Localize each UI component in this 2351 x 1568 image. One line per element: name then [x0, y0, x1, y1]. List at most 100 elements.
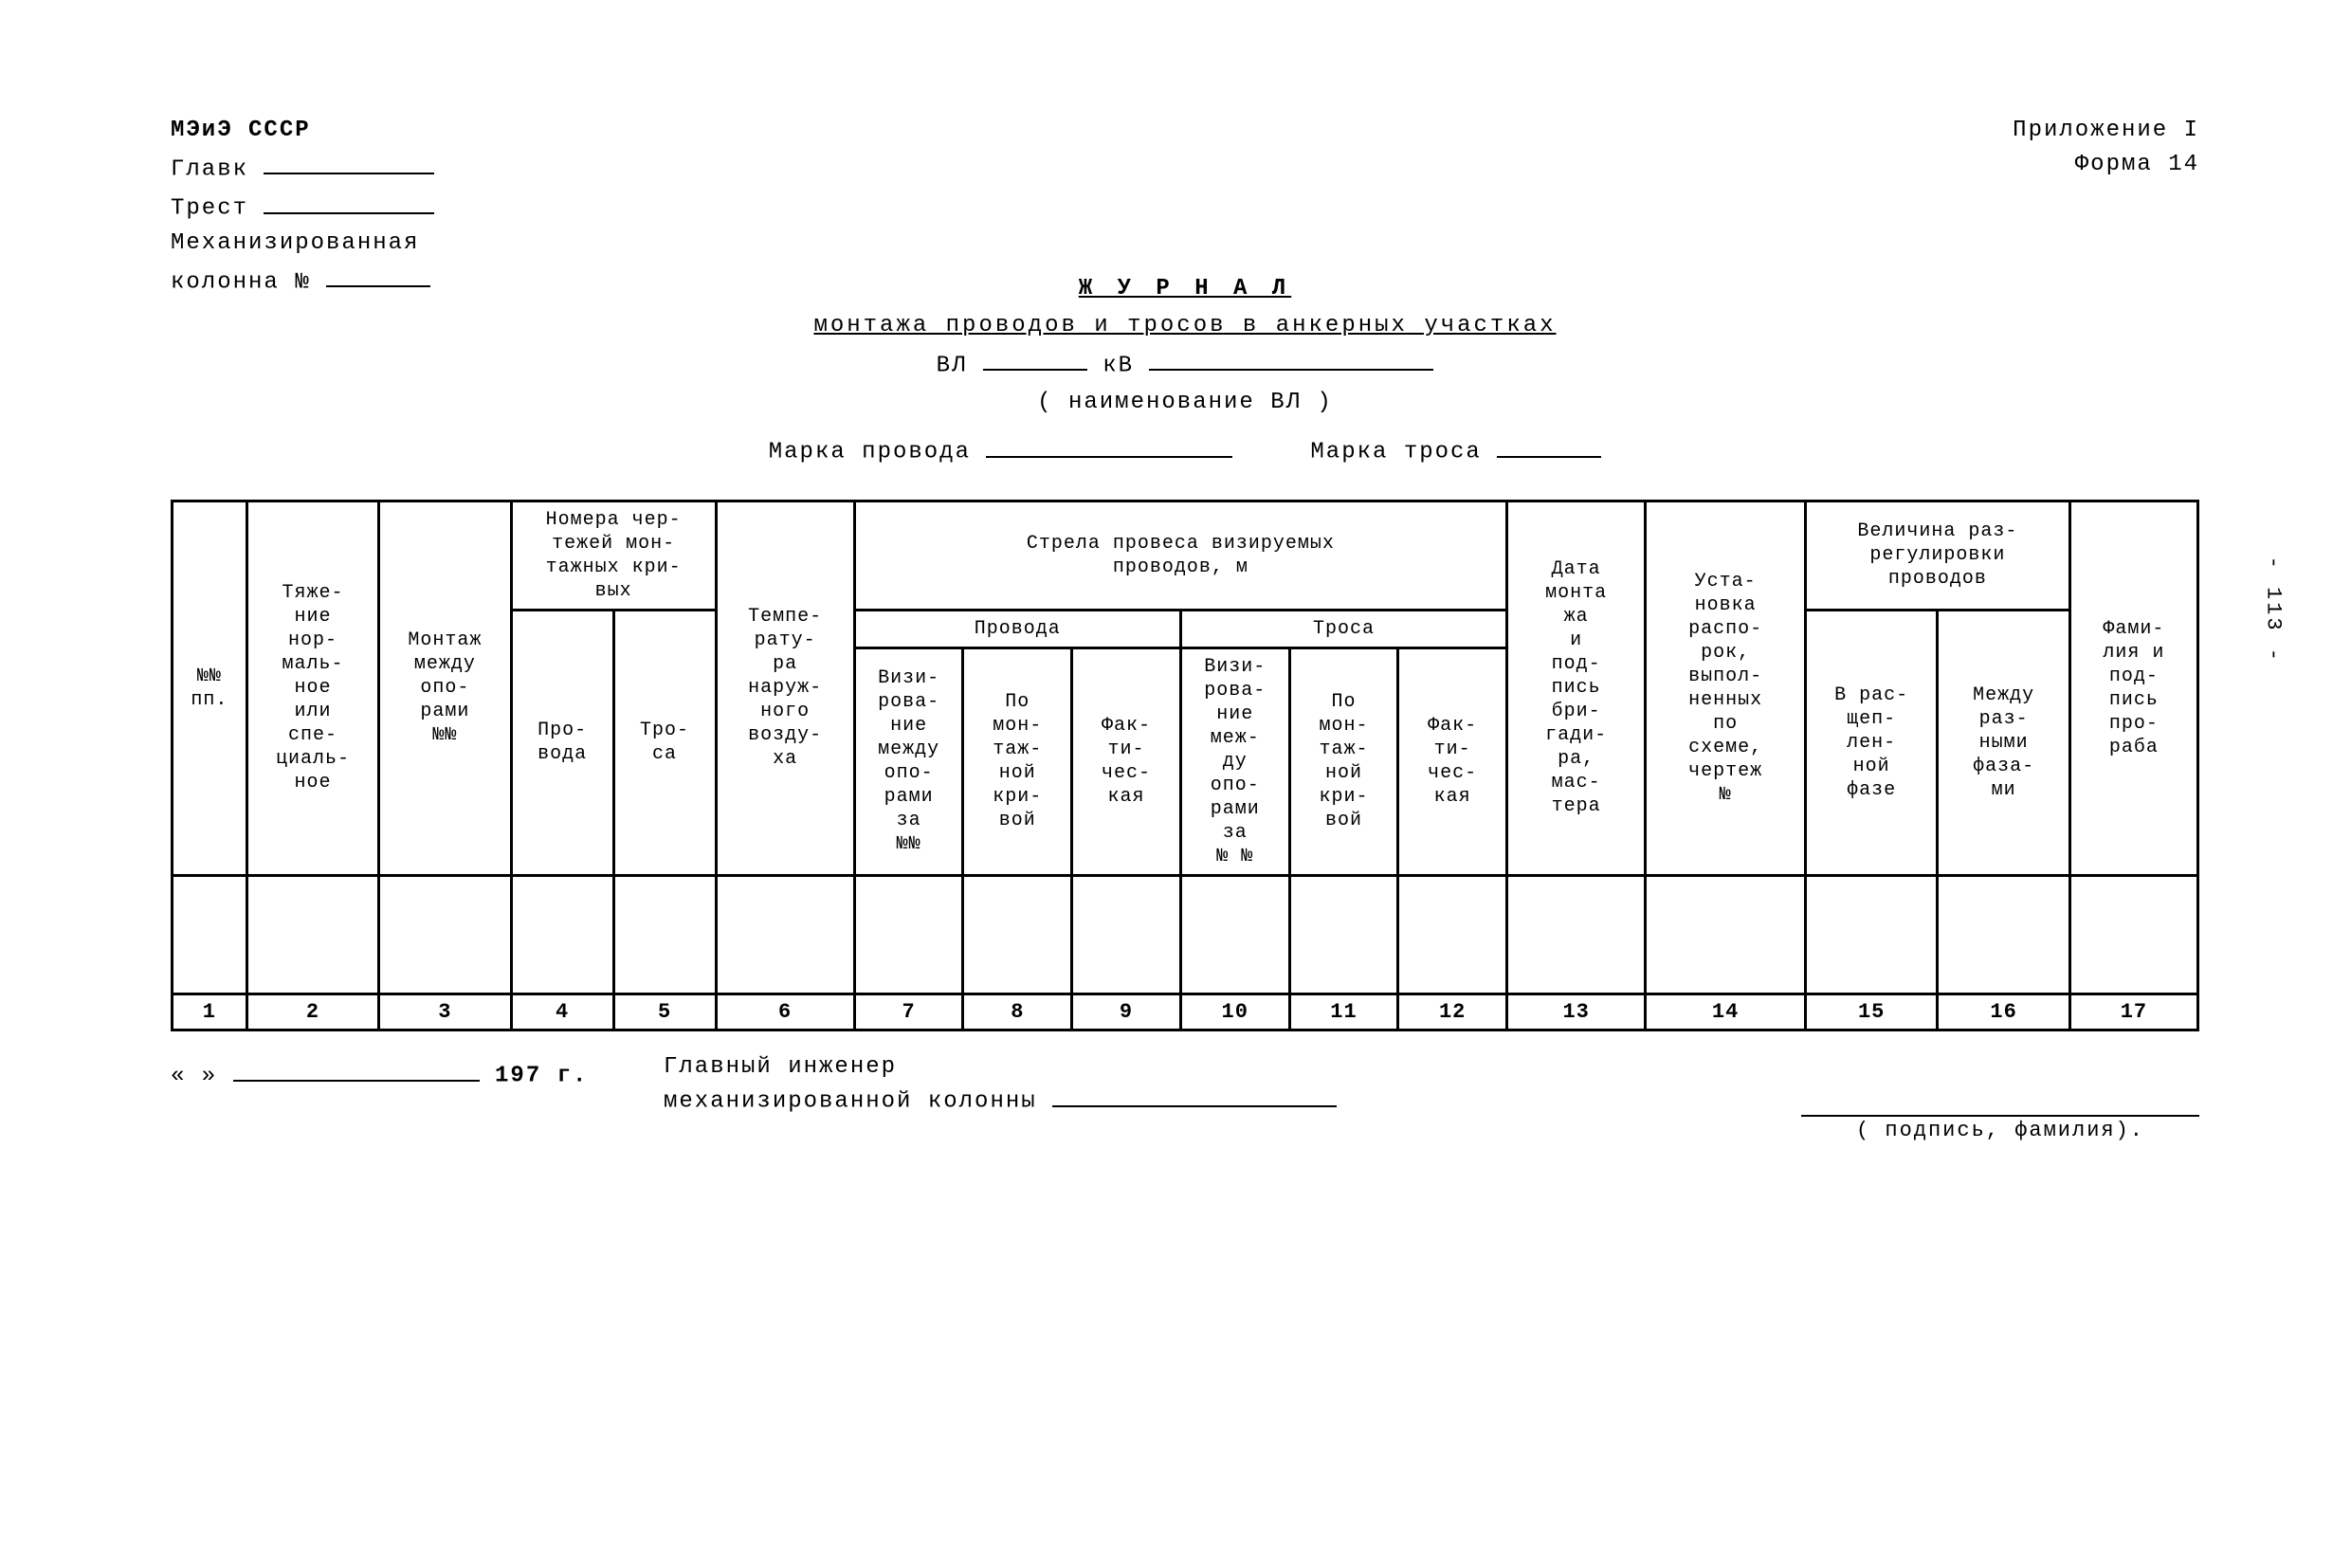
form-label: Форма 14	[2013, 148, 2199, 182]
table-head: №№ пп. Тяже-ниенор-маль-ноеилиспе-циаль-…	[173, 501, 2198, 875]
h-col-5: Тро-са	[613, 610, 716, 875]
h-col-12: Фак-ти-чес-кая	[1398, 647, 1507, 875]
n8: 8	[963, 994, 1072, 1030]
date-year: 197 г.	[495, 1064, 588, 1089]
vl-label: ВЛ	[937, 353, 968, 378]
footer: « » 197 г. Главный инженер механизирован…	[171, 1054, 2199, 1141]
table-row	[173, 875, 2198, 994]
h-col-8: Помон-таж-нойкри-вой	[963, 647, 1072, 875]
cell	[1805, 875, 1937, 994]
cell	[1646, 875, 1806, 994]
kv-label: кВ	[1103, 353, 1134, 378]
h-col-4: Про-вода	[511, 610, 613, 875]
title-block: Ж У Р Н А Л монтажа проводов и тросов в …	[171, 271, 2199, 471]
signer-line-2-text: механизированной колонны	[664, 1089, 1037, 1115]
appendix-label: Приложение I	[2013, 114, 2199, 148]
cell	[716, 875, 854, 994]
page-number: - 113 -	[2261, 556, 2285, 664]
cell	[1398, 875, 1507, 994]
signer-line-2: механизированной колонны	[664, 1080, 2199, 1114]
h-sub-rope: Троса	[1180, 610, 1506, 647]
h-col-2: Тяже-ниенор-маль-ноеилиспе-циаль-ное	[246, 501, 378, 875]
h-col-13: Датамонтажаипод-письбри-гади-ра,мас-тера	[1507, 501, 1646, 875]
cell	[963, 875, 1072, 994]
h-col-11: Помон-таж-нойкри-вой	[1289, 647, 1398, 875]
n6: 6	[716, 994, 854, 1030]
h-col-1: №№ пп.	[173, 501, 247, 875]
rope-brand-label: Марка троса	[1310, 440, 1481, 465]
h-col-14: Уста-новкараспо-рок,выпол-ненныхпосхеме,…	[1646, 501, 1806, 875]
cell	[1072, 875, 1181, 994]
footer-date: « » 197 г.	[171, 1054, 664, 1088]
cell	[1180, 875, 1289, 994]
sign-blank	[1052, 1080, 1337, 1106]
glavk-row: Главк	[171, 148, 434, 187]
cell	[1507, 875, 1646, 994]
head-row-1: №№ пп. Тяже-ниенор-маль-ноеилиспе-циаль-…	[173, 501, 2198, 610]
n9: 9	[1072, 994, 1181, 1030]
h-group-sag: Стрела провеса визируемыхпроводов, м	[854, 501, 1506, 610]
col-row-2: колонна №	[171, 261, 434, 300]
trest-blank	[264, 187, 434, 213]
n3: 3	[379, 994, 511, 1030]
signer-line-1: Главный инженер	[664, 1054, 2199, 1080]
n2: 2	[246, 994, 378, 1030]
n16: 16	[1938, 994, 2069, 1030]
cell	[1938, 875, 2069, 994]
vl-line: ВЛ кВ	[171, 344, 2199, 385]
h-col-17: Фами-лия ипод-письпро-раба	[2069, 501, 2197, 875]
glavk-blank	[264, 148, 434, 174]
n15: 15	[1805, 994, 1937, 1030]
org-block: МЭиЭ СССР Главк Трест Механизированная к…	[171, 114, 434, 300]
journal-title: Ж У Р Н А Л	[171, 271, 2199, 307]
n17: 17	[2069, 994, 2197, 1030]
footer-sign: Главный инженер механизированной колонны…	[664, 1054, 2199, 1141]
n4: 4	[511, 994, 613, 1030]
sign-caption: ( подпись, фамилия).	[1801, 1115, 2199, 1142]
cell	[173, 875, 247, 994]
main-table: №№ пп. Тяже-ниенор-маль-ноеилиспе-циаль-…	[171, 500, 2199, 1032]
journal-subtitle: монтажа проводов и тросов в анкерных уча…	[171, 308, 2199, 344]
col-row-1: Механизированная	[171, 227, 434, 261]
attachment-block: Приложение I Форма 14	[2013, 114, 2199, 300]
cell	[511, 875, 613, 994]
h-group-reg: Величина раз-регулировкипроводов	[1805, 501, 2069, 610]
table-body-empty	[173, 875, 2198, 994]
n10: 10	[1180, 994, 1289, 1030]
trest-row: Трест	[171, 187, 434, 226]
col-num-blank	[326, 261, 430, 287]
n11: 11	[1289, 994, 1398, 1030]
h-group-draw: Номера чер-тежей мон-тажных кри-вых	[511, 501, 716, 610]
rope-brand-blank	[1497, 430, 1601, 457]
vl-name-caption: ( наименование ВЛ )	[171, 385, 2199, 421]
h-col-9: Фак-ти-чес-кая	[1072, 647, 1181, 875]
h-col-6: Темпе-рату-ранаруж-ноговозду-ха	[716, 501, 854, 875]
numbers-row: 1 2 3 4 5 6 7 8 9 10 11 12 13 14 15 16 1…	[173, 994, 2198, 1030]
n12: 12	[1398, 994, 1507, 1030]
n7: 7	[854, 994, 963, 1030]
vl-name-blank	[1149, 344, 1433, 371]
n5: 5	[613, 994, 716, 1030]
cell	[1289, 875, 1398, 994]
wire-brand-blank	[986, 430, 1232, 457]
n14: 14	[1646, 994, 1806, 1030]
h-col-16: Междураз-нымифаза-ми	[1938, 610, 2069, 875]
h-col-3: Монтажмеждуопо-рами№№	[379, 501, 511, 875]
vl-blank	[983, 344, 1087, 371]
n1: 1	[173, 994, 247, 1030]
cell	[379, 875, 511, 994]
n13: 13	[1507, 994, 1646, 1030]
brand-line: Марка провода Марка троса	[171, 430, 2199, 471]
h-sub-wire: Провода	[854, 610, 1180, 647]
ministry: МЭиЭ СССР	[171, 114, 434, 148]
cell	[854, 875, 963, 994]
wire-brand-label: Марка провода	[769, 440, 971, 465]
cell	[246, 875, 378, 994]
col-label-2: колонна №	[171, 269, 311, 295]
glavk-label: Главк	[171, 156, 248, 182]
h-col-15: В рас-щеп-лен-нойфазе	[1805, 610, 1937, 875]
h-col-10: Визи-рова-ниемеж-дуопо-рамиза№ №	[1180, 647, 1289, 875]
cell	[613, 875, 716, 994]
trest-label: Трест	[171, 196, 248, 222]
cell	[2069, 875, 2197, 994]
